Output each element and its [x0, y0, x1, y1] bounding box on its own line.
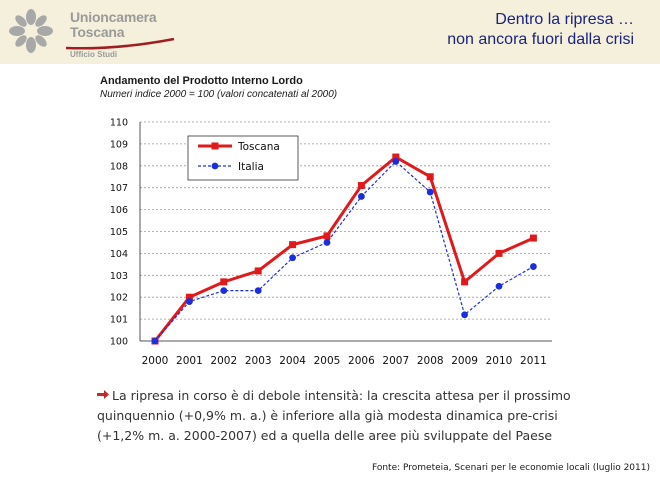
data-point-toscana — [461, 278, 469, 286]
data-point-italia — [358, 193, 365, 200]
legend-box — [187, 135, 299, 181]
data-point-toscana — [495, 249, 503, 257]
x-tick-label: 2006 — [348, 355, 375, 367]
source-note: Fonte: Prometeia, Scenari per le economi… — [371, 463, 650, 473]
data-point-toscana — [357, 182, 365, 190]
header-band — [0, 0, 660, 64]
x-tick-label: 2001 — [176, 355, 203, 367]
logo-line1: Unioncamera — [70, 9, 157, 25]
data-point-italia — [495, 282, 503, 290]
y-tick-label: 110 — [110, 118, 128, 129]
arrow-bullet-icon — [97, 390, 109, 399]
slide-title: Dentro la ripresa … non ancora fuori dal… — [447, 10, 634, 50]
y-tick-label: 105 — [110, 227, 128, 238]
y-tick-label: 102 — [110, 293, 128, 304]
data-point-toscana — [392, 153, 400, 161]
y-tick-label: 109 — [110, 139, 128, 150]
series-line-italia — [154, 160, 534, 342]
y-tick-label: 108 — [110, 161, 128, 172]
data-point-italia — [151, 337, 159, 345]
y-tick-label: 107 — [110, 183, 128, 194]
data-point-toscana — [220, 278, 228, 286]
flower-logo-icon — [9, 9, 53, 53]
data-point-italia — [254, 287, 262, 295]
x-tick-label: 2002 — [210, 355, 237, 367]
body-paragraph: La ripresa in corso è di debole intensit… — [97, 388, 571, 443]
legend-label: Italia — [238, 161, 264, 173]
x-tick-label: 2003 — [245, 355, 272, 367]
data-point-toscana — [289, 241, 297, 249]
x-tick-label: 2000 — [142, 355, 169, 367]
logo-swoosh-icon — [66, 38, 175, 50]
x-tick-label: 2008 — [417, 355, 444, 367]
logo-line2: Toscana — [70, 24, 125, 40]
slide-title-line2: non ancora fuori dalla crisi — [447, 31, 634, 48]
y-tick-label: 104 — [110, 249, 128, 260]
data-point-italia — [186, 298, 193, 305]
legend-marker-toscana — [211, 142, 219, 150]
data-point-toscana — [185, 293, 193, 301]
legend-label: Toscana — [237, 141, 280, 153]
x-tick-label: 2009 — [451, 355, 478, 367]
x-tick-label: 2011 — [520, 355, 547, 367]
y-tick-label: 103 — [110, 271, 128, 282]
data-point-italia — [530, 263, 537, 270]
data-point-italia — [323, 239, 331, 246]
data-point-toscana — [254, 267, 262, 275]
chart-title: Andamento del Prodotto Interno Lordo — [100, 75, 303, 87]
x-tick-label: 2010 — [486, 355, 513, 367]
x-tick-label: 2005 — [314, 355, 341, 367]
data-point-toscana — [426, 173, 434, 181]
chart-subtitle: Numeri indice 2000 = 100 (valori concate… — [100, 89, 338, 100]
unioncamera-logo: Unioncamera Toscana Ufficio Studi — [6, 6, 206, 62]
logo-subtitle: Ufficio Studi — [70, 50, 118, 59]
data-point-italia — [289, 254, 296, 262]
data-point-italia — [461, 311, 468, 319]
data-point-italia — [426, 188, 434, 196]
logo-name: Unioncamera Toscana — [70, 10, 157, 40]
series-line-toscana — [153, 155, 535, 342]
y-tick-label: 100 — [110, 337, 128, 348]
data-point-toscana — [323, 232, 331, 240]
x-tick-label: 2007 — [382, 355, 409, 367]
data-point-toscana — [529, 234, 537, 242]
legend-marker-italia — [211, 162, 219, 170]
data-point-italia — [220, 287, 228, 295]
y-tick-label: 106 — [110, 205, 128, 216]
y-tick-label: 101 — [110, 315, 128, 326]
x-tick-label: 2004 — [279, 355, 306, 367]
slide-title-line1: Dentro la ripresa … — [495, 11, 634, 28]
data-point-italia — [392, 158, 400, 165]
